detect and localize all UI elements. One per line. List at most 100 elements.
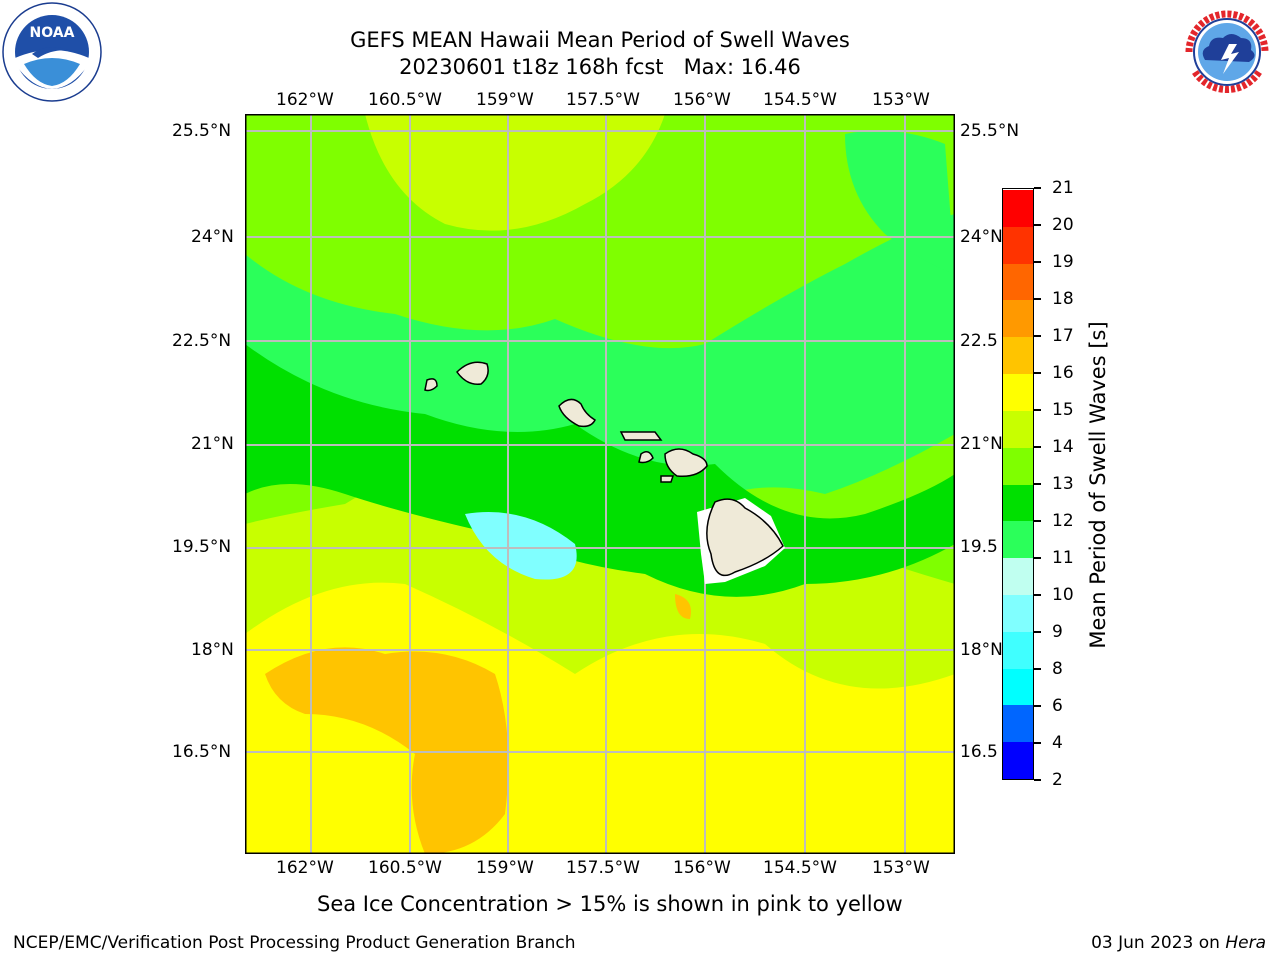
colorbar-segment-9-10	[1003, 594, 1033, 632]
colorbar-tick-label: 9	[1052, 622, 1063, 642]
colorbar-segment-2-4	[1003, 742, 1033, 779]
colorbar-tick-label: 17	[1052, 326, 1074, 346]
colorbar-tick-mark	[1034, 372, 1041, 374]
colorbar-tick-label: 19	[1052, 252, 1074, 272]
colorbar-tick-label: 18	[1052, 289, 1074, 309]
lat-tick-left-4: 21°N	[191, 434, 234, 454]
nws-logo	[1177, 2, 1277, 102]
field-band-14-15-north	[365, 114, 665, 231]
colorbar-tick-mark	[1034, 483, 1041, 485]
lat-tick-right-6: 18°N	[960, 640, 1003, 660]
map-frame	[245, 114, 955, 854]
lat-tick-left-1: 25.5°N	[172, 121, 232, 141]
colorbar-tick-label: 2	[1052, 770, 1063, 790]
lon-tick-bottom-3: 159°W	[476, 858, 534, 878]
lat-tick-left-6: 18°N	[191, 640, 234, 660]
lon-tick-bottom-6: 154.5°W	[763, 858, 837, 878]
colorbar-tick-mark	[1034, 557, 1041, 559]
field-band-8-10	[465, 512, 577, 580]
colorbar-segment-20-21	[1003, 190, 1033, 227]
colorbar-segment-18-19	[1003, 263, 1033, 301]
island-maui	[664, 448, 708, 478]
colorbar	[1002, 188, 1034, 780]
hawaiian-islands	[424, 361, 785, 584]
colorbar-segment-19-20	[1003, 226, 1033, 264]
footer-right: 03 Jun 2023 on Hera	[1091, 933, 1266, 953]
colorbar-tick-mark	[1034, 705, 1041, 707]
lat-tick-right-5: 19.5	[960, 537, 998, 557]
lat-tick-left-2: 24°N	[191, 227, 234, 247]
colorbar-tick-mark	[1034, 594, 1041, 596]
colorbar-segment-8-9	[1003, 631, 1033, 669]
lat-tick-right-4: 21°N	[960, 434, 1003, 454]
lat-tick-right-2: 24°N	[960, 227, 1003, 247]
colorbar-segment-11-12	[1003, 521, 1033, 559]
lon-tick-top-1: 162°W	[276, 90, 334, 110]
colorbar-segment-12-13	[1003, 484, 1033, 522]
island-niihau	[424, 378, 438, 392]
chart-subtitle: 20230601 t18z 168h fcst Max: 16.46	[399, 55, 801, 79]
colorbar-tick-mark	[1034, 446, 1041, 448]
field-band-16-17-small	[675, 594, 691, 619]
swell-period-map	[245, 114, 955, 854]
lat-tick-left-3: 22.5°N	[172, 331, 232, 351]
colorbar-tick-mark	[1034, 409, 1041, 411]
field-band-16-17	[265, 647, 509, 854]
field-band-10-11-ne	[845, 130, 955, 274]
lon-tick-top-7: 153°W	[872, 90, 930, 110]
lon-tick-bottom-7: 153°W	[872, 858, 930, 878]
sea-ice-note: Sea Ice Concentration > 15% is shown in …	[317, 892, 903, 916]
chart-title: GEFS MEAN Hawaii Mean Period of Swell Wa…	[350, 28, 850, 52]
colorbar-tick-label: 15	[1052, 400, 1074, 420]
noaa-logo: NOAA	[2, 2, 102, 102]
lon-tick-top-6: 154.5°W	[763, 90, 837, 110]
island-hawaii	[706, 498, 784, 577]
colorbar-tick-mark	[1034, 668, 1041, 670]
island-oahu	[558, 398, 596, 428]
colorbar-segment-13-14	[1003, 447, 1033, 485]
lon-tick-bottom-2: 160.5°W	[368, 858, 442, 878]
island-lanai	[638, 451, 654, 464]
colorbar-tick-mark	[1034, 261, 1041, 263]
colorbar-tick-label: 6	[1052, 696, 1063, 716]
colorbar-tick-mark	[1034, 224, 1041, 226]
island-kauai	[456, 361, 489, 385]
colorbar-segment-14-15	[1003, 410, 1033, 448]
colorbar-tick-mark	[1034, 335, 1041, 337]
colorbar-label: Mean Period of Swell Waves [s]	[1086, 321, 1110, 649]
lat-tick-right-1: 25.5°N	[960, 121, 1020, 141]
lat-tick-right-3: 22.5	[960, 331, 998, 351]
lon-tick-bottom-1: 162°W	[276, 858, 334, 878]
island-kahoolawe	[660, 475, 675, 483]
lon-tick-top-2: 160.5°W	[368, 90, 442, 110]
colorbar-tick-label: 8	[1052, 659, 1063, 679]
colorbar-tick-mark	[1034, 631, 1041, 633]
colorbar-segment-17-18	[1003, 300, 1033, 338]
lon-tick-bottom-4: 157.5°W	[566, 858, 640, 878]
colorbar-tick-label: 13	[1052, 474, 1074, 494]
colorbar-tick-label: 11	[1052, 548, 1074, 568]
footer-host: Hera	[1225, 933, 1266, 953]
colorbar-tick-label: 16	[1052, 363, 1074, 383]
colorbar-tick-label: 12	[1052, 511, 1074, 531]
graticule	[245, 114, 955, 854]
colorbar-segment-15-16	[1003, 374, 1033, 411]
colorbar-tick-label: 14	[1052, 437, 1074, 457]
lat-tick-left-7: 16.5°N	[172, 742, 232, 762]
colorbar-ticks: 2 4 6 8 9 10 11 12 13 14 15 16 17 18 19 20 21	[1034, 178, 1074, 790]
colorbar-segment-6-8	[1003, 668, 1033, 706]
lon-tick-top-3: 159°W	[476, 90, 534, 110]
colorbar-segment-10-11	[1003, 558, 1033, 595]
footer-date: 03 Jun 2023 on	[1091, 933, 1226, 953]
colorbar-tick-mark	[1034, 298, 1041, 300]
lat-tick-left-5: 19.5°N	[172, 537, 232, 557]
colorbar-tick-mark	[1034, 187, 1041, 189]
lon-tick-top-4: 157.5°W	[566, 90, 640, 110]
colorbar-tick-label: 20	[1052, 215, 1074, 235]
colorbar-tick-mark	[1034, 742, 1041, 744]
island-molokai	[619, 431, 663, 441]
colorbar-segment-16-17	[1003, 337, 1033, 375]
colorbar-tick-mark	[1034, 520, 1041, 522]
footer-left: NCEP/EMC/Verification Post Processing Pr…	[13, 933, 576, 953]
noaa-logo-text: NOAA	[30, 25, 75, 41]
